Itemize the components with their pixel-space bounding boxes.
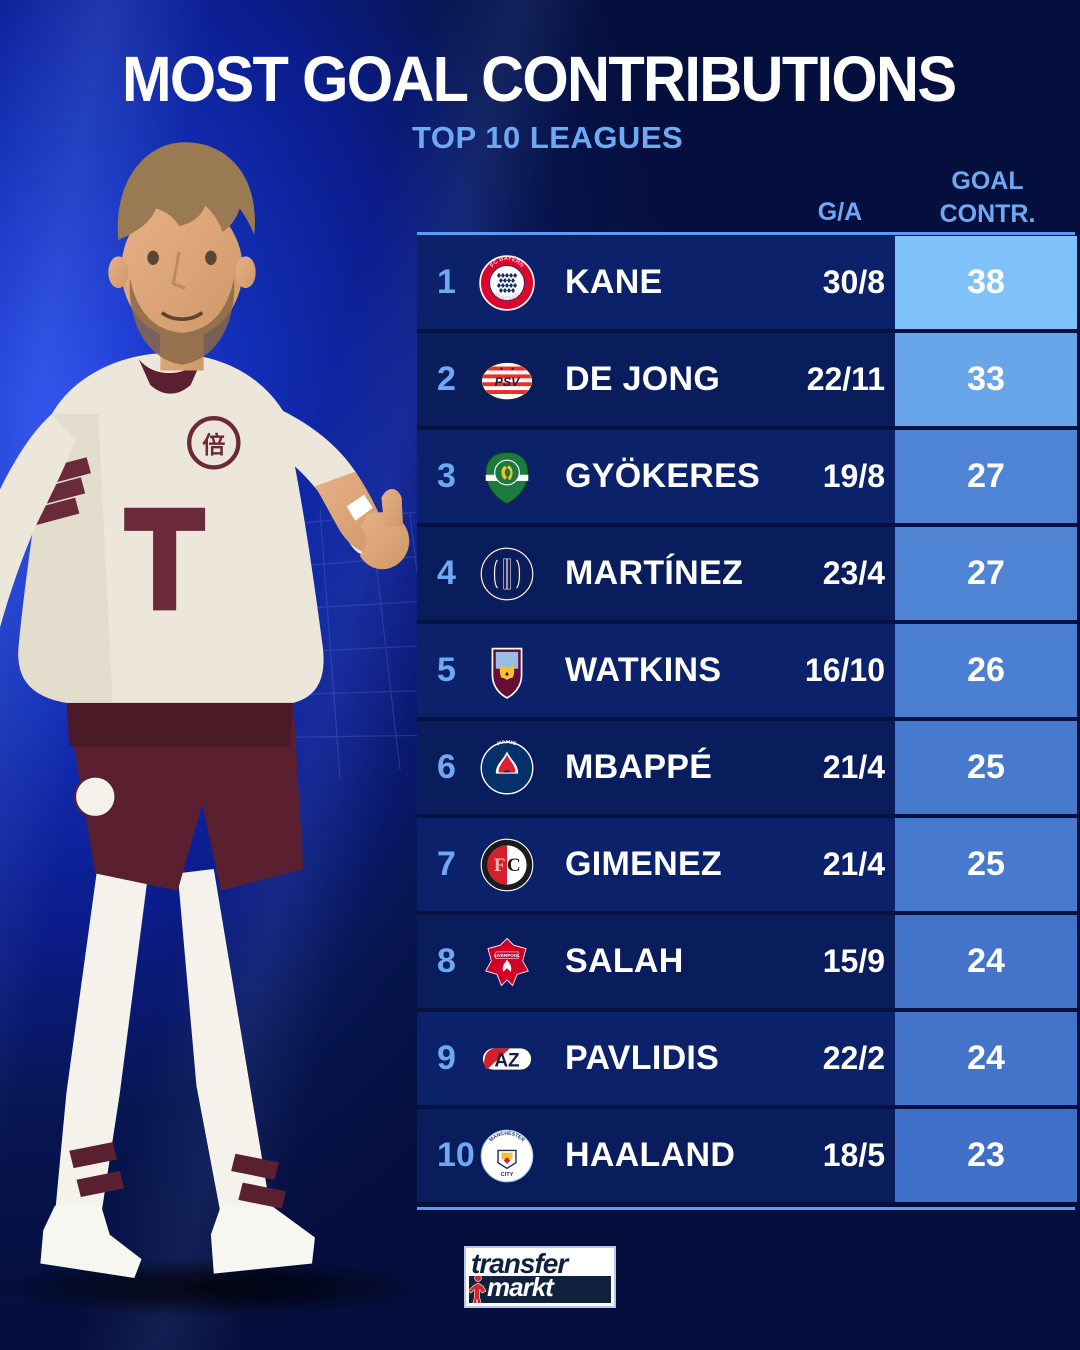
svg-text:LIVERPOOL: LIVERPOOL [494,952,520,957]
svg-text:AZ: AZ [494,1050,520,1071]
svg-text:CITY: CITY [501,1172,514,1178]
svg-text:C: C [507,855,521,876]
svg-text:PSV: PSV [495,375,521,389]
svg-text:倍: 倍 [202,432,225,458]
svg-text:F: F [494,855,506,876]
